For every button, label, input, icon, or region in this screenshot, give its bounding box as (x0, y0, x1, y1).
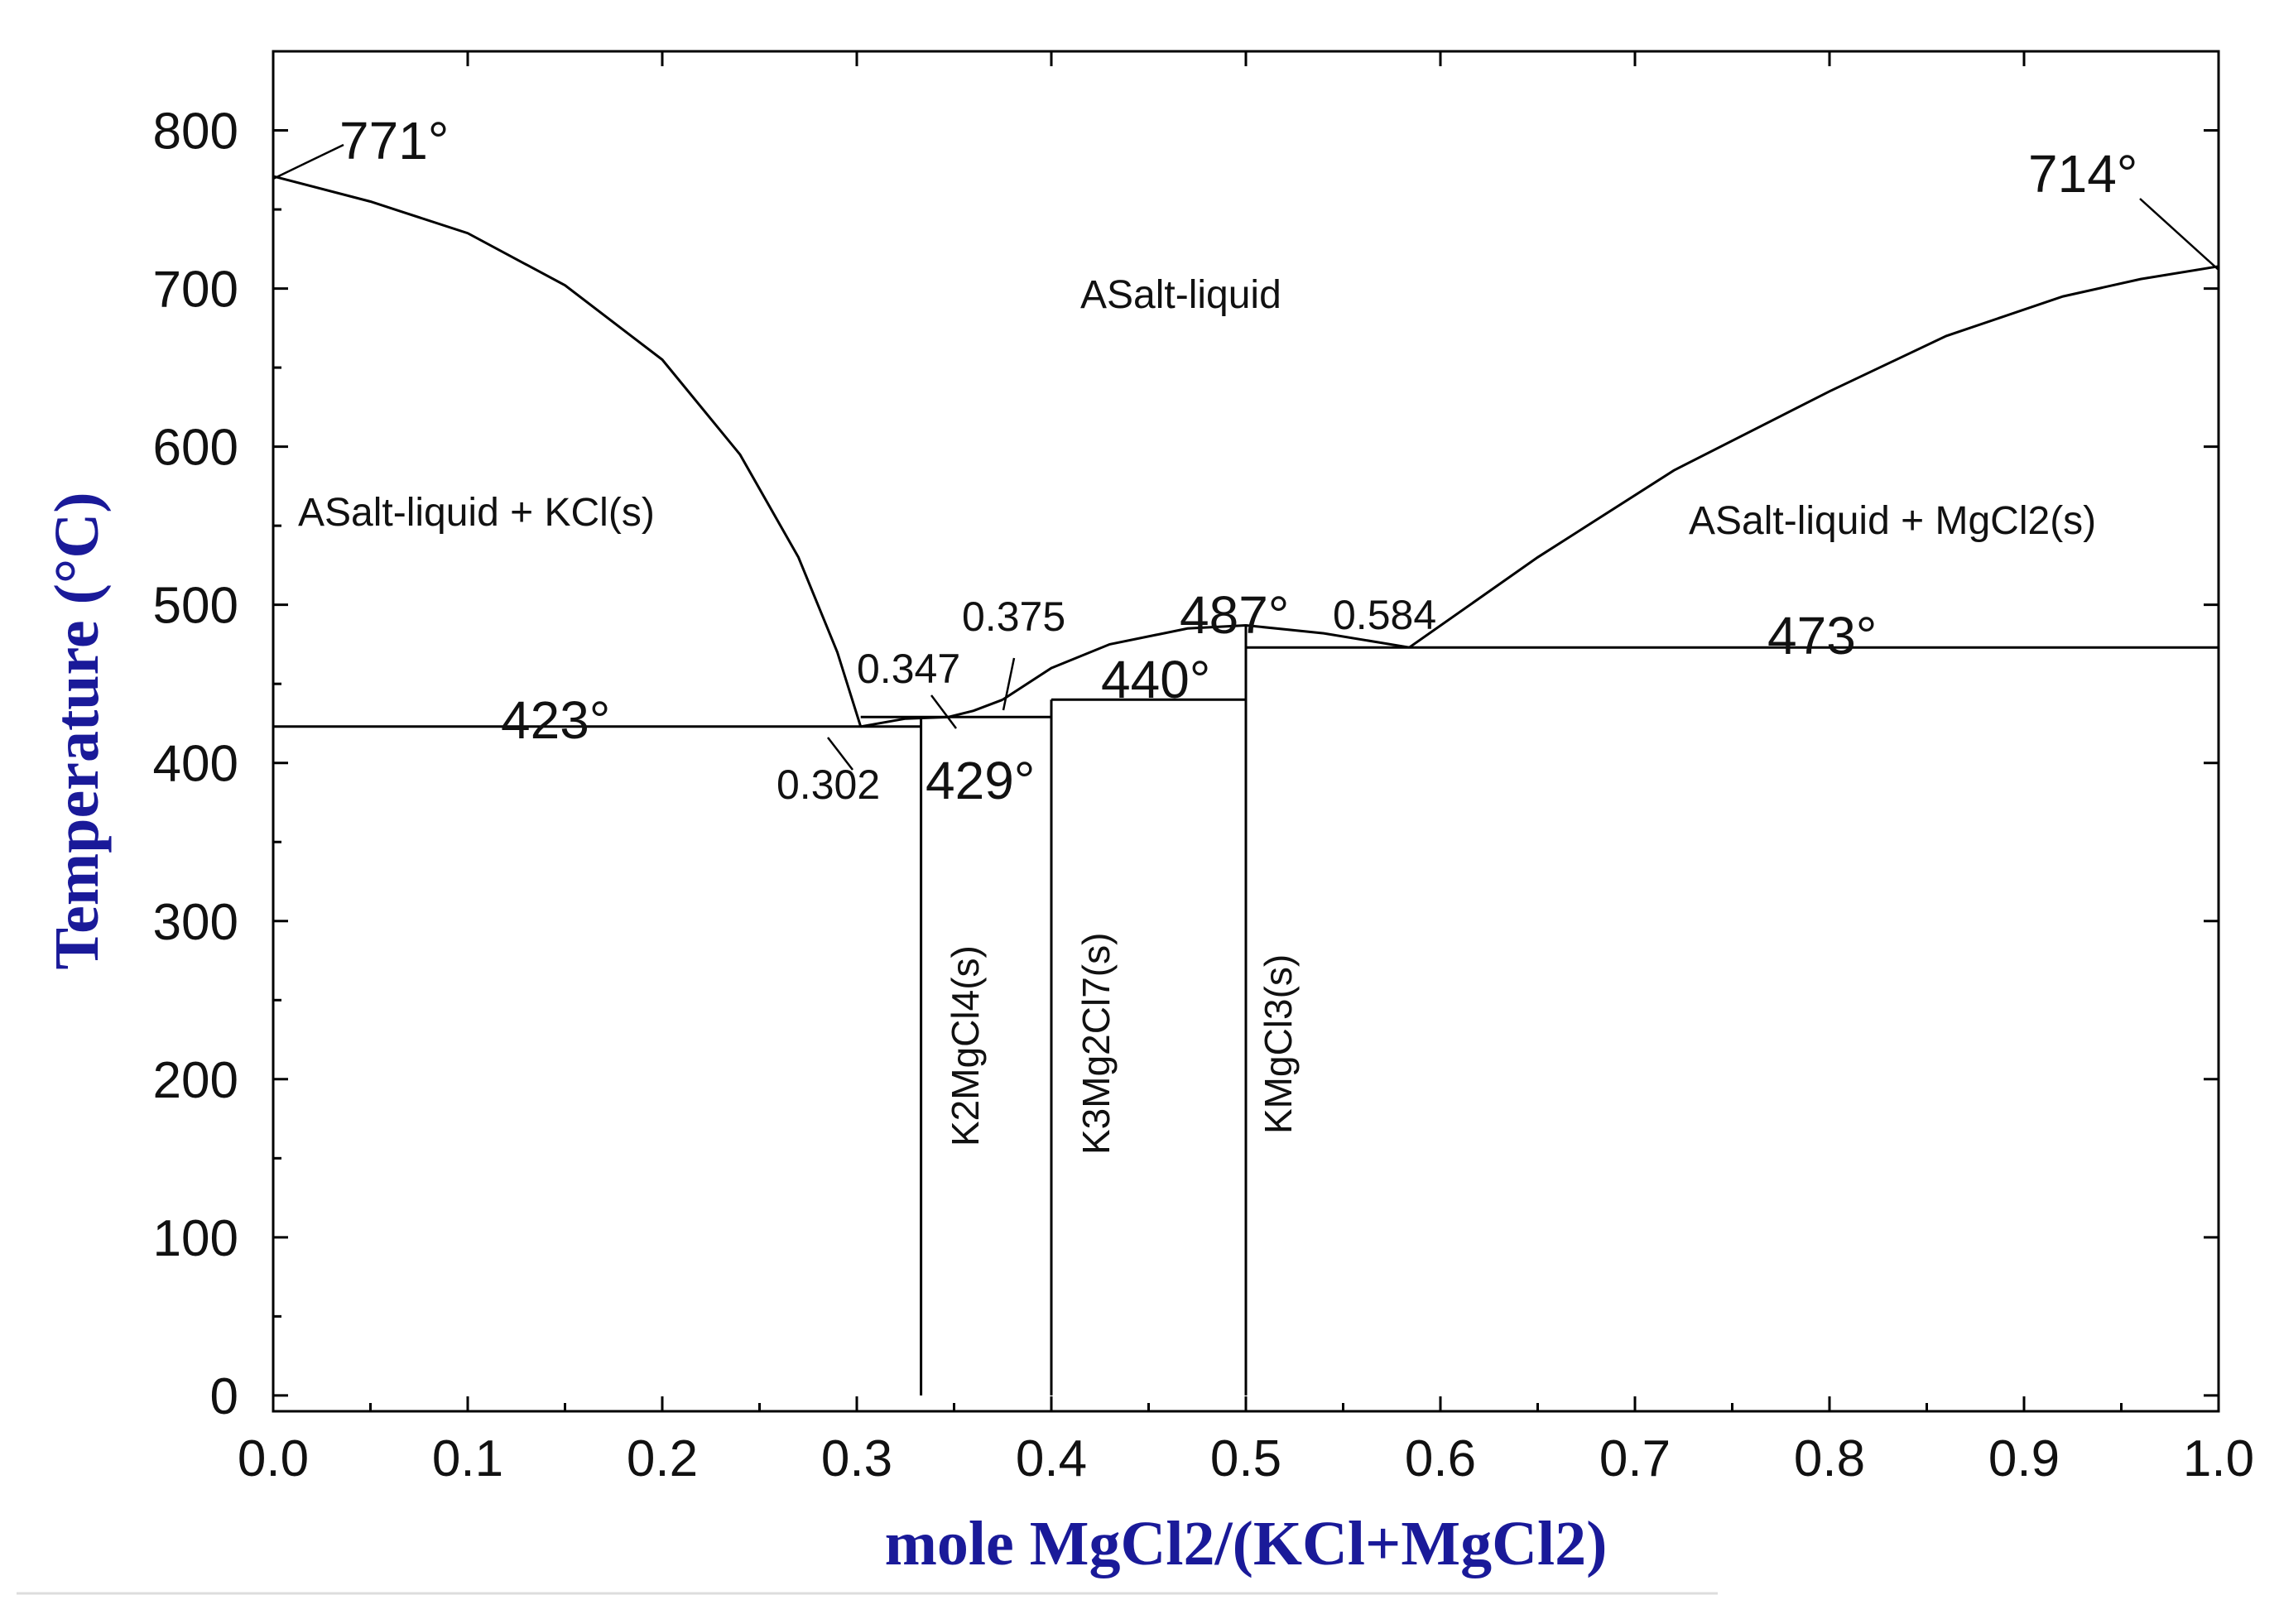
y-tick-label: 700 (153, 262, 238, 319)
boundary-k3mg2cl7-liquidus (948, 698, 1003, 718)
annotation-473: 473° (1767, 606, 1877, 665)
region-liquid: ASalt-liquid (1080, 273, 1281, 317)
x-tick-label: 0.2 (627, 1430, 698, 1487)
y-tick-label: 300 (153, 894, 238, 951)
y-axis-title: Temperature (°C) (42, 492, 112, 969)
annotation-423: 423° (501, 690, 610, 750)
x-tick-label: 0.8 (1794, 1430, 1865, 1487)
x-tick-label: 1.0 (2183, 1430, 2254, 1487)
boundary-mgcl2-liquidus (1408, 265, 2219, 649)
y-tick-label: 600 (153, 420, 238, 477)
x-tick-label: 0.9 (1988, 1430, 2060, 1487)
region-liquid-mgcl2: ASalt-liquid + MgCl2(s) (1689, 499, 2096, 543)
x-tick-label: 0.7 (1599, 1430, 1671, 1487)
y-tick-label: 100 (153, 1210, 238, 1267)
region-liquid-kcl: ASalt-liquid + KCl(s) (298, 491, 655, 535)
x-axis-ticks: 0.0 0.1 0.2 0.3 0.4 0.5 0.6 0.7 0.8 0.9 1.0 (238, 51, 2254, 1487)
x-tick-label: 0.0 (238, 1430, 309, 1487)
annotation-440: 440° (1101, 650, 1210, 709)
x-tick-label: 0.1 (432, 1430, 503, 1487)
x-tick-label: 0.4 (1016, 1430, 1087, 1487)
annotation-429: 429° (926, 751, 1035, 810)
y-tick-label: 500 (153, 578, 238, 635)
annotation-0584: 0.584 (1333, 592, 1436, 638)
phase-k2mgcl4: K2MgCl4(s) (944, 945, 987, 1146)
x-tick-label: 0.5 (1210, 1430, 1281, 1487)
annotation-0347: 0.347 (857, 646, 960, 692)
phase-k3mg2cl7: K3Mg2Cl7(s) (1075, 933, 1118, 1155)
annotation-771: 771° (339, 111, 449, 171)
y-tick-label: 800 (153, 103, 238, 161)
leader-lines (272, 143, 2219, 771)
boundary-kcl-liquidus (272, 175, 863, 728)
phase-boundaries (272, 175, 2219, 1396)
y-axis-ticks: 0 100 200 300 400 500 600 700 800 (153, 103, 2219, 1425)
y-tick-label: 200 (153, 1052, 238, 1109)
annotation-0375: 0.375 (962, 593, 1065, 640)
y-tick-label: 400 (153, 736, 238, 793)
annotation-714: 714° (2028, 144, 2137, 204)
annotation-0302: 0.302 (776, 762, 880, 808)
boundary-k2mgcl4-liquidus (860, 715, 949, 728)
annotation-487: 487° (1180, 585, 1289, 645)
x-tick-label: 0.6 (1405, 1430, 1476, 1487)
y-tick-label: 0 (210, 1368, 238, 1425)
x-axis-title: mole MgCl2/(KCl+MgCl2) (885, 1509, 1608, 1578)
phase-kmgcl3: KMgCl3(s) (1257, 954, 1300, 1134)
boundary-kmgcl3-liquidus (1002, 623, 1410, 701)
x-tick-label: 0.3 (821, 1430, 892, 1487)
